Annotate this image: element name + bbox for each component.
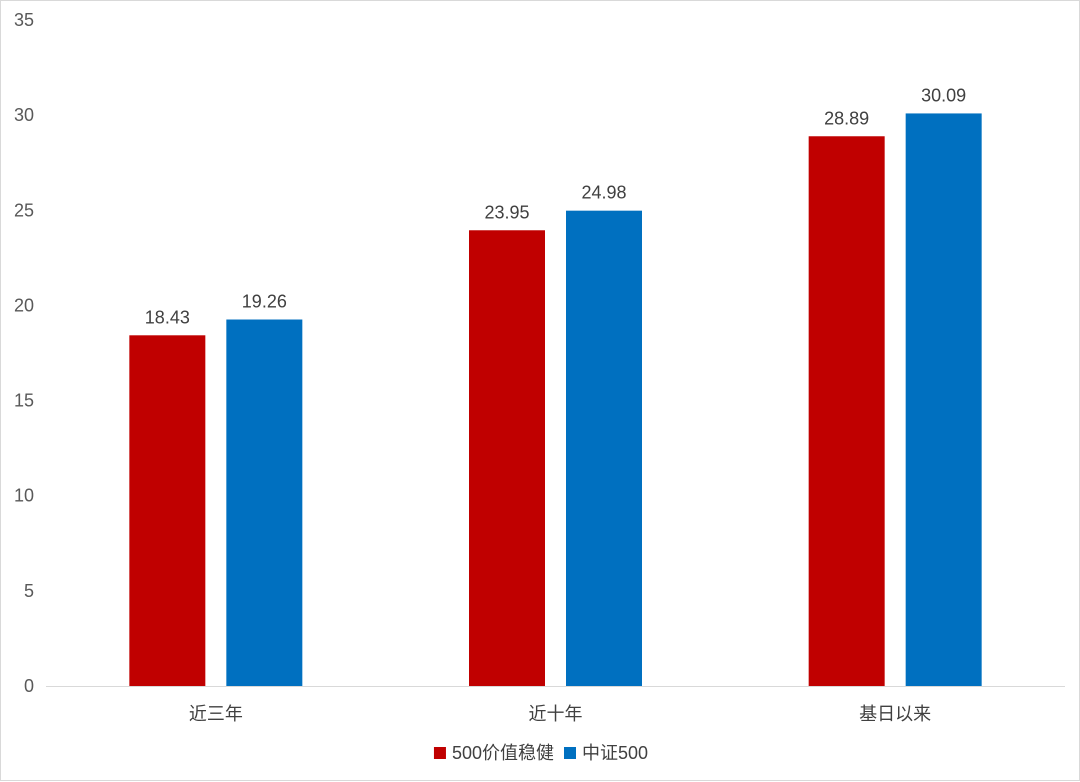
bar [566,210,642,686]
bars [129,113,982,686]
x-axis: 近三年 近十年 基日以来 [46,686,1065,724]
bar [905,113,982,686]
bar-value-label: 23.95 [484,202,529,222]
y-tick-label: 30 [14,105,34,125]
legend-swatch [433,747,446,759]
legend-item: 500价值稳健 [433,743,554,763]
legend: 500价值稳健 中证500 [433,743,648,763]
bar-value-label: 24.98 [581,183,626,203]
legend-label: 500价值稳健 [452,743,554,763]
y-tick-label: 25 [14,200,34,220]
bar [808,136,885,686]
bar-value-label: 18.43 [145,307,190,327]
bar-value-label: 19.26 [242,292,287,312]
bar-value-label: 30.09 [921,85,966,105]
data-labels: 18.43 19.26 23.95 24.98 28.89 30.09 [145,85,966,327]
bar-value-label: 28.89 [824,108,869,128]
y-axis: 0 5 10 15 20 25 30 35 [14,10,34,696]
y-tick-label: 0 [24,676,34,696]
legend-swatch [564,747,576,759]
y-tick-label: 5 [24,581,34,601]
bar [129,335,206,686]
bar [469,230,545,686]
x-category-label: 基日以来 [859,704,931,724]
y-tick-label: 15 [14,391,34,411]
legend-item: 中证500 [564,743,648,763]
y-tick-label: 35 [14,10,34,30]
y-tick-label: 10 [14,486,34,506]
legend-label: 中证500 [582,743,648,763]
y-tick-label: 20 [14,295,34,315]
bar [226,319,303,686]
x-category-label: 近三年 [189,704,243,724]
x-category-label: 近十年 [529,704,583,724]
